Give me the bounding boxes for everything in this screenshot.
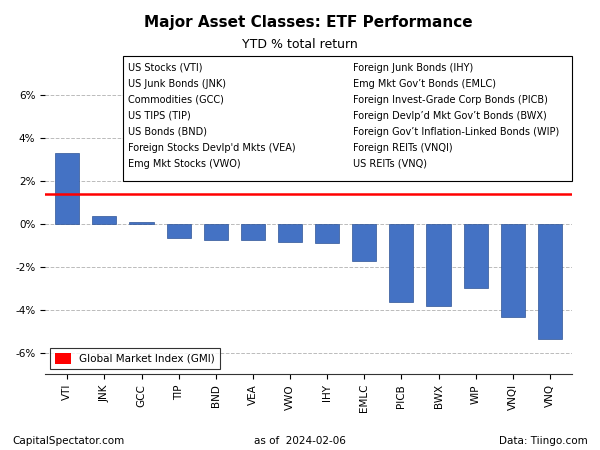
Legend: Global Market Index (GMI): Global Market Index (GMI)	[50, 348, 220, 369]
Bar	[241, 224, 265, 240]
Text: Commodities (GCC): Commodities (GCC)	[128, 94, 224, 105]
Text: US Stocks (VTI): US Stocks (VTI)	[128, 63, 203, 73]
Bar	[55, 153, 79, 224]
Text: Foreign Invest-Grade Corp Bonds (PICB): Foreign Invest-Grade Corp Bonds (PICB)	[353, 94, 548, 105]
Bar	[501, 224, 525, 317]
Text: CapitalSpectator.com: CapitalSpectator.com	[12, 436, 124, 446]
Bar	[464, 224, 488, 288]
Text: YTD % total return: YTD % total return	[242, 38, 358, 51]
Bar	[167, 224, 191, 238]
Text: Foreign Devlp’d Mkt Gov’t Bonds (BWX): Foreign Devlp’d Mkt Gov’t Bonds (BWX)	[353, 111, 547, 121]
Text: Foreign Junk Bonds (IHY): Foreign Junk Bonds (IHY)	[353, 63, 473, 73]
Bar	[352, 224, 376, 261]
Text: Emg Mkt Stocks (VWO): Emg Mkt Stocks (VWO)	[128, 158, 241, 168]
Text: as of  2024-02-06: as of 2024-02-06	[254, 436, 346, 446]
FancyBboxPatch shape	[123, 56, 572, 181]
Bar	[315, 224, 339, 243]
Bar	[278, 224, 302, 242]
Text: Foreign REITs (VNQI): Foreign REITs (VNQI)	[353, 143, 452, 153]
Bar	[427, 224, 451, 306]
Text: US Bonds (BND): US Bonds (BND)	[128, 126, 207, 137]
Text: Foreign Gov’t Inflation-Linked Bonds (WIP): Foreign Gov’t Inflation-Linked Bonds (WI…	[353, 126, 559, 137]
Text: US REITs (VNQ): US REITs (VNQ)	[353, 158, 427, 168]
Bar	[389, 224, 413, 302]
Text: Emg Mkt Gov’t Bonds (EMLC): Emg Mkt Gov’t Bonds (EMLC)	[353, 79, 496, 89]
Text: Data: Tiingo.com: Data: Tiingo.com	[499, 436, 588, 446]
Bar	[130, 222, 154, 224]
Text: Foreign Stocks Devlp'd Mkts (VEA): Foreign Stocks Devlp'd Mkts (VEA)	[128, 143, 296, 153]
Bar	[92, 216, 116, 224]
Text: US Junk Bonds (JNK): US Junk Bonds (JNK)	[128, 79, 226, 89]
Title: Major Asset Classes: ETF Performance: Major Asset Classes: ETF Performance	[144, 15, 473, 30]
Text: US TIPS (TIP): US TIPS (TIP)	[128, 111, 191, 121]
Bar	[538, 224, 562, 339]
Bar	[204, 224, 228, 240]
